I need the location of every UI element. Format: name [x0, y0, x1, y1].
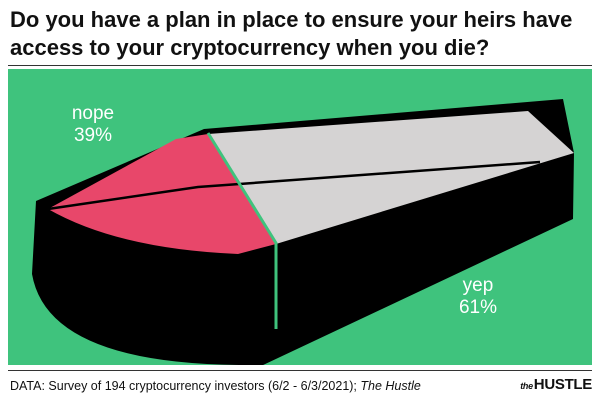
chart-panel: nope 39% yep 61% — [8, 69, 592, 365]
lid-slice-nope — [48, 134, 276, 254]
lid-seam — [47, 160, 541, 211]
yep-value: 61% — [458, 297, 498, 318]
chart-title: Do you have a plan in place to ensure yo… — [10, 7, 573, 60]
share-divider — [206, 132, 278, 329]
source-note: DATA: Survey of 194 cryptocurrency inves… — [10, 379, 421, 393]
yep-category: yep — [462, 275, 494, 296]
footer-divider — [8, 370, 592, 371]
coffin-chart — [32, 99, 574, 365]
nope-label: nope 39% — [58, 103, 128, 147]
yep-label: yep 61% — [438, 275, 518, 319]
nope-value: 39% — [73, 125, 113, 146]
nope-category: nope — [71, 103, 115, 124]
source-name: The Hustle — [360, 379, 421, 393]
title-divider — [8, 65, 592, 66]
brand-logo: theHUSTLE — [520, 376, 592, 393]
lid-slice-yep — [208, 111, 574, 244]
source-prefix: DATA: Survey of 194 cryptocurrency inves… — [10, 379, 361, 393]
brand-small: the — [520, 381, 533, 391]
brand-name: HUSTLE — [533, 376, 593, 393]
